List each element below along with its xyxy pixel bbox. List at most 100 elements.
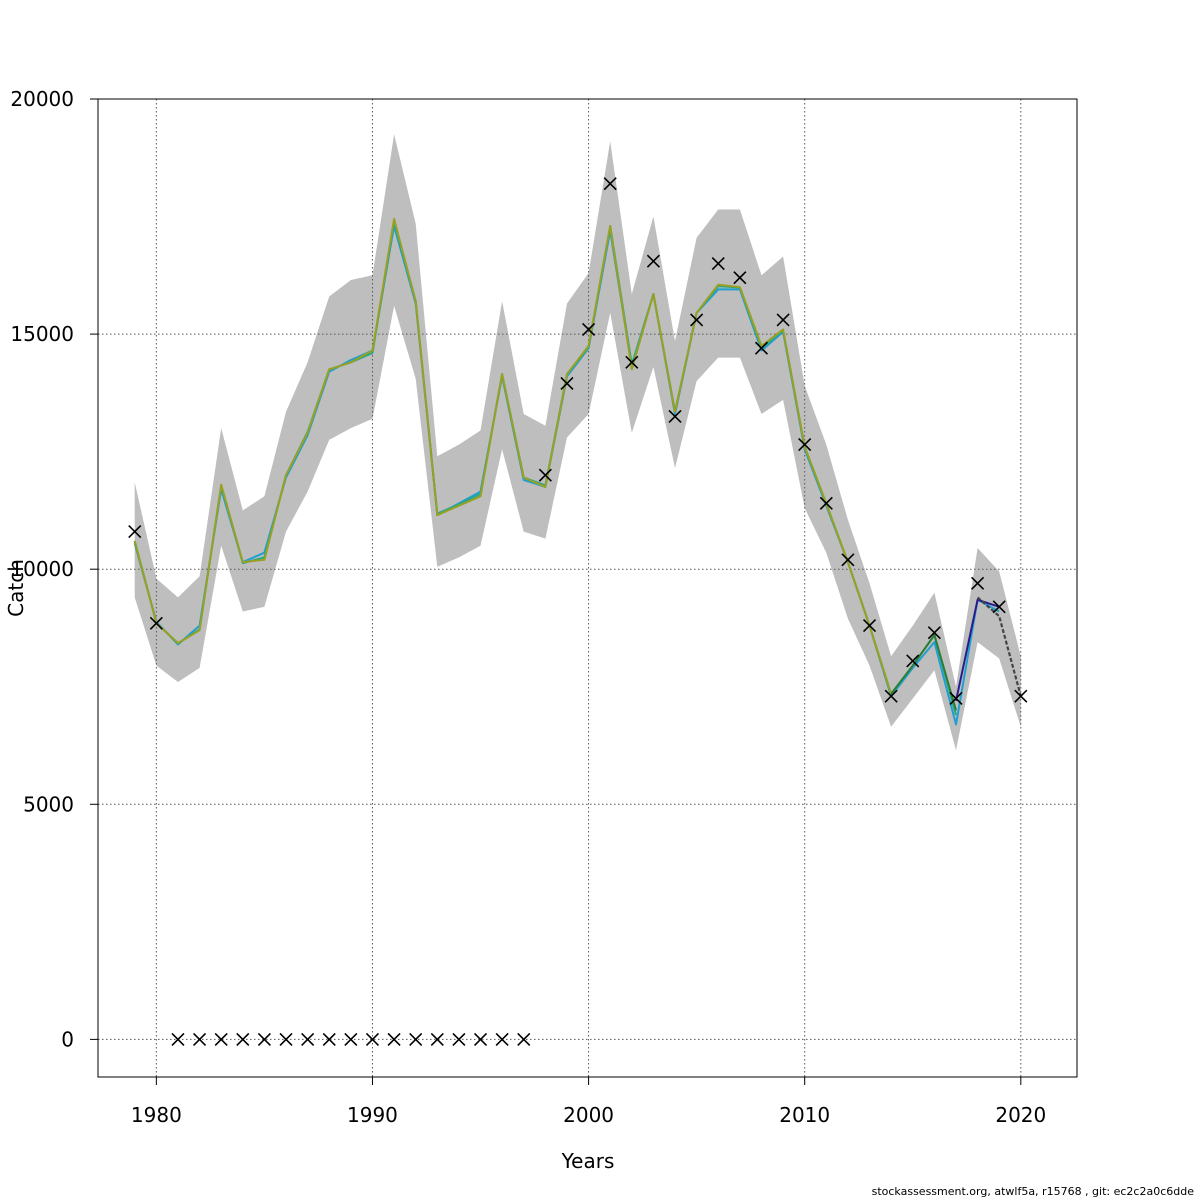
observed-point bbox=[841, 553, 855, 567]
observed-point bbox=[819, 496, 833, 510]
observed-point bbox=[473, 1032, 488, 1046]
x-tick-label: 2000 bbox=[563, 1103, 614, 1127]
observed-point-stroke bbox=[992, 600, 1006, 614]
observed-point-stroke bbox=[884, 689, 898, 703]
observed-point-stroke bbox=[171, 1032, 185, 1046]
observed-point-stroke bbox=[473, 1032, 488, 1046]
plot-frame bbox=[97, 98, 1078, 1078]
observed-point-stroke bbox=[754, 341, 769, 355]
observed-point-stroke bbox=[452, 1032, 466, 1046]
observed-point bbox=[387, 1032, 401, 1046]
observed-point-stroke bbox=[949, 691, 963, 706]
observed-point-stroke bbox=[690, 313, 704, 327]
observed-point-stroke bbox=[236, 1032, 250, 1046]
observed-point-stroke bbox=[625, 355, 639, 369]
series-layer bbox=[133, 217, 1022, 726]
observed-point bbox=[711, 257, 725, 271]
observed-point bbox=[128, 525, 142, 539]
observed-point-stroke bbox=[409, 1032, 423, 1046]
observed-point bbox=[1014, 689, 1028, 703]
observed-point bbox=[776, 313, 790, 327]
observed-point bbox=[495, 1032, 509, 1046]
observed-point-stroke bbox=[819, 496, 833, 510]
observed-point bbox=[452, 1032, 466, 1046]
observed-point-stroke bbox=[646, 254, 660, 268]
observed-point bbox=[646, 254, 660, 268]
observed-point-stroke bbox=[149, 616, 163, 630]
observed-point-stroke bbox=[128, 525, 142, 539]
observed-point-stroke bbox=[193, 1032, 207, 1046]
observed-point-stroke bbox=[1014, 689, 1028, 703]
observed-point-stroke bbox=[906, 654, 920, 668]
observed-point bbox=[582, 322, 596, 336]
observed-point bbox=[409, 1032, 423, 1046]
axes-layer: 1980 1990 2000 2010 2020 0 5000 10000 15000 20000 bbox=[10, 87, 1046, 1127]
observed-point bbox=[927, 626, 941, 640]
observed-point-stroke bbox=[668, 409, 682, 423]
observed-point-stroke bbox=[733, 271, 747, 285]
observed-point-stroke bbox=[365, 1032, 380, 1046]
y-tick-label: 15000 bbox=[10, 322, 74, 346]
observed-point bbox=[279, 1032, 293, 1046]
series-line-3 bbox=[890, 634, 957, 711]
footer-note: stockassessment.org, atwlf5a, r15768 , g… bbox=[871, 1185, 1194, 1198]
x-tick-label: 2010 bbox=[779, 1103, 830, 1127]
observed-point bbox=[668, 409, 682, 423]
observed-point bbox=[322, 1032, 336, 1046]
observed-point bbox=[257, 1032, 271, 1046]
y-tick-label: 5000 bbox=[23, 792, 74, 816]
observed-point-stroke bbox=[538, 468, 552, 482]
observed-points-layer bbox=[128, 177, 1028, 1046]
y-tick-label: 0 bbox=[61, 1027, 74, 1051]
observed-point-stroke bbox=[971, 576, 985, 590]
observed-point bbox=[193, 1032, 207, 1046]
observed-point-stroke bbox=[301, 1032, 315, 1046]
observed-point bbox=[798, 438, 812, 452]
observed-point bbox=[949, 691, 963, 706]
observed-point-stroke bbox=[344, 1032, 358, 1046]
observed-point bbox=[171, 1032, 185, 1046]
observed-point bbox=[430, 1032, 444, 1046]
observed-point-stroke bbox=[279, 1032, 293, 1046]
observed-point-stroke bbox=[322, 1032, 336, 1046]
observed-point-stroke bbox=[430, 1032, 444, 1046]
observed-point bbox=[538, 468, 552, 482]
observed-point bbox=[214, 1032, 228, 1046]
observed-point-stroke bbox=[560, 376, 574, 391]
series-line-4 bbox=[955, 598, 1000, 702]
observed-point-stroke bbox=[603, 177, 617, 191]
observed-point-stroke bbox=[862, 619, 877, 633]
observed-point bbox=[365, 1032, 380, 1046]
observed-point-stroke bbox=[841, 553, 855, 567]
observed-point bbox=[301, 1032, 315, 1046]
observed-point bbox=[862, 619, 877, 633]
observed-point-stroke bbox=[798, 438, 812, 452]
observed-point bbox=[884, 689, 898, 703]
observed-point bbox=[690, 313, 704, 327]
observed-point bbox=[906, 654, 920, 668]
series-line-2 bbox=[133, 217, 893, 695]
observed-point bbox=[603, 177, 617, 191]
observed-point-stroke bbox=[776, 313, 790, 327]
x-tick-label: 1980 bbox=[131, 1103, 182, 1127]
observed-point-stroke bbox=[582, 322, 596, 336]
series-line-5 bbox=[976, 596, 1022, 697]
x-axis-label: Years bbox=[561, 1149, 615, 1173]
observed-point bbox=[236, 1032, 250, 1046]
observed-point bbox=[971, 576, 985, 590]
y-tick-label: 20000 bbox=[10, 87, 74, 111]
observed-point-stroke bbox=[257, 1032, 271, 1046]
observed-point bbox=[149, 616, 163, 630]
observed-point-stroke bbox=[711, 257, 725, 271]
observed-point-stroke bbox=[387, 1032, 401, 1046]
observed-point bbox=[560, 376, 574, 391]
observed-point bbox=[754, 341, 769, 355]
observed-point-stroke bbox=[495, 1032, 509, 1046]
observed-point-stroke bbox=[927, 626, 941, 640]
y-tick-label: 10000 bbox=[10, 557, 74, 581]
x-tick-label: 2020 bbox=[995, 1103, 1046, 1127]
x-tick-label: 1990 bbox=[347, 1103, 398, 1127]
confidence-band-layer bbox=[134, 134, 1021, 751]
y-axis-label: Catch bbox=[4, 559, 28, 617]
